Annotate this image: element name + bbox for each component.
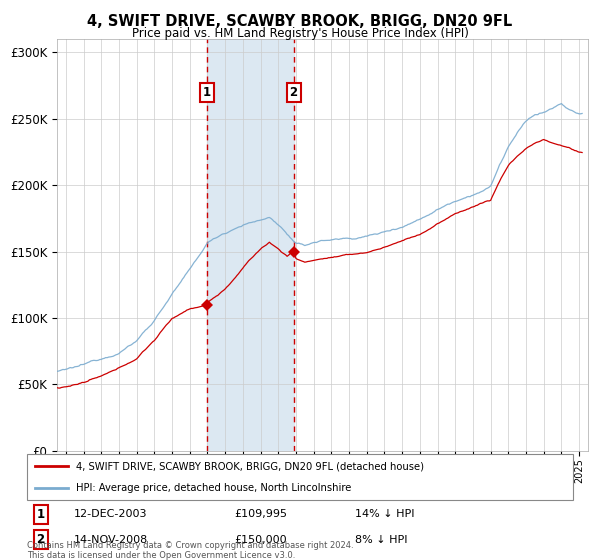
Text: 12-DEC-2003: 12-DEC-2003 [73, 510, 147, 519]
Bar [206, 39, 293, 451]
FancyBboxPatch shape [27, 454, 573, 500]
Text: 14-NOV-2008: 14-NOV-2008 [73, 535, 148, 545]
Text: 4, SWIFT DRIVE, SCAWBY BROOK, BRIGG, DN20 9FL: 4, SWIFT DRIVE, SCAWBY BROOK, BRIGG, DN2… [88, 14, 512, 29]
Text: Price paid vs. HM Land Registry's House Price Index (HPI): Price paid vs. HM Land Registry's House … [131, 27, 469, 40]
Text: 1: 1 [203, 86, 211, 99]
Text: Contains HM Land Registry data © Crown copyright and database right 2024.
This d: Contains HM Land Registry data © Crown c… [27, 540, 353, 560]
Text: HPI: Average price, detached house, North Lincolnshire: HPI: Average price, detached house, Nort… [76, 483, 352, 493]
Text: 2: 2 [290, 86, 298, 99]
Text: 14% ↓ HPI: 14% ↓ HPI [355, 510, 414, 519]
Text: 8% ↓ HPI: 8% ↓ HPI [355, 535, 407, 545]
Text: 1: 1 [37, 508, 45, 521]
Text: £109,995: £109,995 [235, 510, 287, 519]
Text: 2: 2 [37, 533, 45, 546]
Text: 4, SWIFT DRIVE, SCAWBY BROOK, BRIGG, DN20 9FL (detached house): 4, SWIFT DRIVE, SCAWBY BROOK, BRIGG, DN2… [76, 461, 424, 472]
Text: £150,000: £150,000 [235, 535, 287, 545]
